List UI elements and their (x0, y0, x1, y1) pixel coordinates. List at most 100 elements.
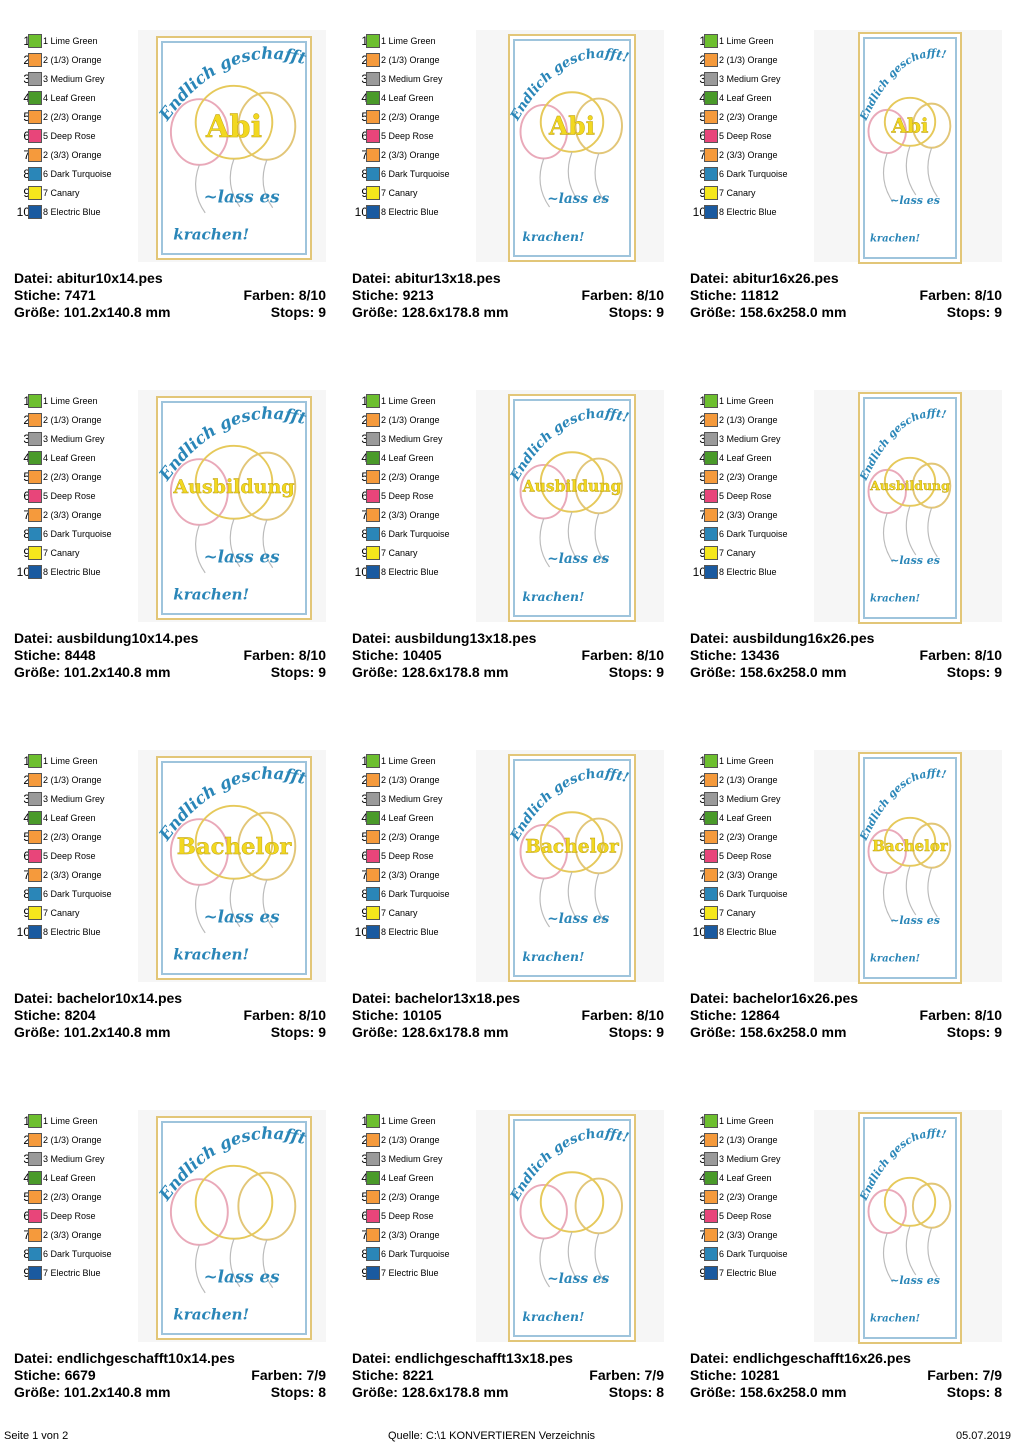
color-list-item: 5 2 (2/3) Orange (352, 468, 462, 487)
file-name: Datei: ausbildung10x14.pes (14, 630, 199, 646)
color-index: 8 (23, 527, 30, 541)
color-index: 6 (361, 849, 368, 863)
color-index: 1 (23, 1114, 30, 1128)
design-middle-text: ~lass es (890, 554, 940, 567)
balloon-string (905, 145, 917, 196)
color-name: 7 Canary (381, 908, 418, 918)
color-swatch (28, 565, 42, 579)
color-name: 7 Canary (43, 908, 80, 918)
color-name: 6 Dark Turquoise (719, 529, 788, 539)
color-name: 3 Medium Grey (381, 794, 443, 804)
color-list-item: 9 7 Canary (352, 904, 462, 923)
design-size: Größe: 101.2x140.8 mm (14, 664, 171, 680)
color-swatch (366, 792, 380, 806)
color-list-item: 6 5 Deep Rose (690, 847, 800, 866)
design-middle-text: ~lass es (890, 194, 940, 207)
design-entry: 1 1 Lime Green 2 2 (1/3) Orange 3 3 Medium Gr… (352, 750, 664, 1060)
design-entry: 1 1 Lime Green 2 2 (1/3) Orange 3 3 Medium Gr… (352, 390, 664, 700)
color-index: 2 (23, 413, 30, 427)
color-list-item: 10 8 Electric Blue (352, 563, 462, 582)
color-index: 10 (354, 565, 368, 579)
color-name: 5 Deep Rose (719, 851, 772, 861)
stitch-count: Stiche: 9213 (352, 287, 434, 303)
color-swatch (28, 1266, 42, 1280)
color-index: 3 (361, 1152, 368, 1166)
color-swatch (28, 830, 42, 844)
color-swatch (704, 925, 718, 939)
design-frame: Endlich geschafft!Ausbildung ~lass es krac… (858, 392, 962, 624)
color-index: 7 (361, 148, 368, 162)
color-swatch (366, 1228, 380, 1242)
design-size: Größe: 101.2x140.8 mm (14, 1384, 171, 1400)
design-center-word: Ausbildung (869, 478, 950, 493)
color-swatch (366, 72, 380, 86)
color-list-item: 9 7 Canary (14, 184, 124, 203)
balloon-string (594, 153, 606, 203)
color-name: 4 Leaf Green (719, 453, 772, 463)
color-swatch (366, 489, 380, 503)
balloon-string (195, 524, 206, 574)
design-size: Größe: 128.6x178.8 mm (352, 1384, 509, 1400)
color-index: 1 (23, 34, 30, 48)
color-swatch (28, 1247, 42, 1261)
color-name: 8 Electric Blue (43, 207, 101, 217)
color-index: 4 (23, 811, 30, 825)
color-index: 8 (361, 1247, 368, 1261)
color-name: 2 (2/3) Orange (381, 112, 440, 122)
color-swatch (366, 413, 380, 427)
color-list-item: 1 1 Lime Green (352, 1112, 462, 1131)
color-swatch (704, 432, 718, 446)
color-index: 1 (699, 394, 706, 408)
color-swatch (28, 1209, 42, 1223)
color-swatch (704, 148, 718, 162)
design-inner-border (161, 1121, 307, 1335)
color-name: 1 Lime Green (381, 1116, 436, 1126)
color-index: 5 (361, 1190, 368, 1204)
color-index: 8 (23, 167, 30, 181)
center-balloon (194, 804, 274, 880)
stitch-count: Stiche: 10405 (352, 647, 442, 663)
color-name: 8 Electric Blue (381, 207, 439, 217)
color-list-item: 8 6 Dark Turquoise (690, 525, 800, 544)
balloon-string (229, 158, 241, 208)
color-swatch (366, 773, 380, 787)
color-name: 2 (2/3) Orange (719, 472, 778, 482)
color-index: 3 (699, 792, 706, 806)
color-list-item: 4 4 Leaf Green (14, 1169, 124, 1188)
stitch-count: Stiche: 8221 (352, 1367, 434, 1383)
color-index: 5 (23, 1190, 30, 1204)
color-swatch (366, 811, 380, 825)
color-list: 1 1 Lime Green 2 2 (1/3) Orange 3 3 Medium Gr… (690, 752, 800, 942)
color-name: 2 (1/3) Orange (719, 1135, 778, 1145)
color-index: 8 (699, 527, 706, 541)
stitch-count: Stiche: 7471 (14, 287, 96, 303)
color-swatch (28, 925, 42, 939)
color-swatch (704, 811, 718, 825)
color-list-item: 5 2 (2/3) Orange (14, 1188, 124, 1207)
color-name: 2 (3/3) Orange (381, 150, 440, 160)
color-index: 3 (23, 792, 30, 806)
color-name: 1 Lime Green (43, 396, 98, 406)
color-index: 4 (23, 91, 30, 105)
color-count: Farben: 8/10 (919, 647, 1002, 663)
color-name: 7 Canary (719, 548, 756, 558)
source-path: Quelle: C:\1 KONVERTIEREN Verzeichnis (388, 1430, 596, 1442)
color-index: 9 (361, 1266, 368, 1280)
color-index: 1 (699, 34, 706, 48)
color-name: 2 (1/3) Orange (381, 1135, 440, 1145)
color-list-item: 4 4 Leaf Green (352, 1169, 462, 1188)
design-top-text: Endlich geschafft! (860, 47, 948, 124)
color-swatch (28, 91, 42, 105)
design-info: Datei: bachelor10x14.pes Stiche: 8204 Farb… (14, 990, 326, 1041)
design-center-word: Ausbildung (172, 476, 294, 498)
design-entry: 1 1 Lime Green 2 2 (1/3) Orange 3 3 Medium Gr… (14, 390, 326, 700)
color-swatch (704, 413, 718, 427)
stop-count: Stops: 8 (270, 1384, 326, 1400)
balloon-string (927, 1227, 938, 1278)
color-list-item: 2 2 (1/3) Orange (14, 1131, 124, 1150)
color-index: 9 (23, 906, 30, 920)
color-index: 4 (23, 1171, 30, 1185)
color-index: 10 (16, 925, 30, 939)
